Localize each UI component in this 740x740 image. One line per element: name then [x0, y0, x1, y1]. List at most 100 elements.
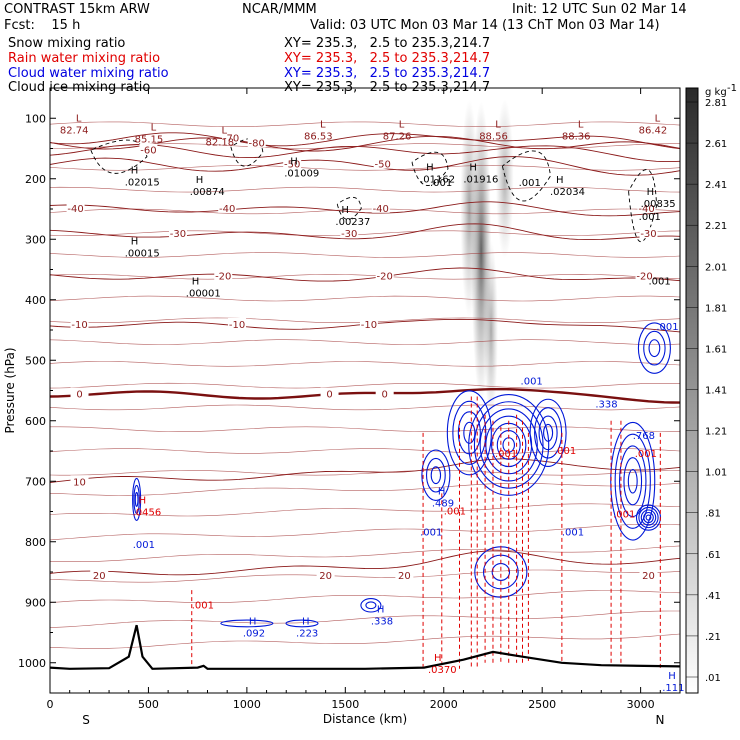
model-name: CONTRAST 15km ARW — [4, 2, 150, 17]
isotherm-minor — [50, 448, 680, 454]
cloud-water-contour — [648, 339, 661, 358]
x-tick-label: 1000 — [233, 698, 261, 711]
high-marker: H — [131, 237, 139, 248]
isotherm-label: -70 — [223, 134, 239, 145]
colorbar-units-exponent: -1 — [727, 83, 737, 94]
snow-contour — [230, 138, 264, 167]
isotherm-label-bg — [371, 201, 390, 213]
isotherm-label-bg — [395, 569, 414, 581]
isotherm-10 — [50, 458, 680, 483]
colorbar-level-label: 2.81 — [705, 98, 727, 109]
isotherm-label: -30 — [640, 229, 656, 240]
rain-label: .001 — [554, 446, 576, 457]
isotherm-20 — [50, 550, 680, 576]
y-tick-label: 300 — [25, 233, 46, 246]
cloud-water-label: .338 — [595, 399, 617, 410]
isotherm-minor — [50, 273, 680, 280]
cloud-water-contour — [610, 421, 656, 541]
x-tick-label: 2500 — [528, 698, 556, 711]
cloud-water-contour — [452, 400, 487, 465]
isotherm-minor — [50, 610, 680, 628]
isotherm-label-bg — [66, 201, 85, 213]
isotherm-label-bg — [222, 131, 241, 143]
isotherm-label: 10 — [73, 477, 86, 488]
snow-label: .001 — [430, 178, 452, 189]
isotherm-label: -30 — [341, 229, 357, 240]
y-tick-label: 400 — [25, 294, 46, 307]
snow-label: .001 — [639, 212, 661, 223]
low-marker: L — [578, 119, 584, 130]
rain-label: .001 — [444, 507, 466, 518]
isotherm-label: -10 — [229, 320, 245, 331]
cloud-ice-plume — [460, 99, 479, 319]
high-marker: H — [434, 653, 442, 664]
cloud-water-contour — [473, 401, 544, 489]
high-marker: H — [192, 276, 200, 287]
snow-label: .001 — [649, 277, 671, 288]
low-marker: L — [320, 119, 326, 130]
isotherm-minor — [50, 590, 680, 603]
high-value: .111 — [662, 683, 684, 694]
cloud-water-contour — [365, 601, 377, 610]
cloud-water-contour — [638, 506, 659, 529]
cloud-water-contour — [132, 477, 142, 521]
colorbar-level-label: 2.61 — [705, 139, 727, 150]
high-value: .01009 — [284, 169, 319, 180]
isotherm-minor — [50, 230, 680, 236]
isotherm-minor — [50, 186, 680, 193]
high-value: .02015 — [125, 178, 160, 189]
low-value: 88.56 — [479, 131, 508, 142]
high-marker: H — [426, 163, 434, 174]
y-tick-label: 1000 — [18, 657, 46, 670]
cloud-water-contour — [529, 398, 567, 467]
center-name: NCAR/MMM — [242, 2, 317, 17]
isotherm-minor — [50, 404, 680, 411]
isotherm-label-bg — [637, 201, 656, 213]
isotherm-label: 20 — [319, 571, 332, 582]
cloud-water-contour — [479, 408, 538, 482]
high-value: .00835 — [641, 199, 676, 210]
y-tick-label: 800 — [25, 536, 46, 549]
contour-labels: -80 -70 -60 -50 -50 -40 -40 -40 -40 -30 -30 -30 -20 -… — [60, 113, 685, 694]
high-marker: H — [647, 187, 655, 198]
high-marker: H — [668, 671, 676, 682]
cloud-water-contour — [220, 619, 274, 628]
high-marker: H — [139, 495, 147, 506]
colorbar-level-label: .61 — [705, 550, 721, 561]
cloud-water-contour — [627, 468, 638, 494]
isotherm-label: -20 — [636, 272, 652, 283]
cloud-water-contour — [134, 491, 139, 507]
high-marker: H — [377, 604, 385, 615]
high-marker: H — [196, 175, 204, 186]
low-marker: L — [399, 119, 405, 130]
isotherm-minor — [50, 426, 680, 432]
isotherm-label-bg — [316, 569, 335, 581]
isotherm-label: -10 — [71, 320, 87, 331]
x-tick-label: 500 — [138, 698, 159, 711]
snow-label: .001 — [519, 178, 541, 189]
isotherm-label-bg — [90, 569, 109, 581]
cloud-water-contour — [457, 411, 481, 455]
legend-cloud-water-label: Cloud water mixing ratio — [8, 66, 169, 81]
isotherm-label: -50 — [284, 160, 300, 171]
isotherm-label: -40 — [638, 204, 654, 215]
high-marker: H — [302, 616, 310, 627]
isotherm-label-bg — [218, 201, 237, 213]
legend-snow-xy: XY= 235.3, 2.5 to 235.3,214.7 — [284, 36, 491, 51]
cloud-water-contours — [132, 322, 671, 628]
low-value: 87.26 — [383, 131, 412, 142]
cloud-water-contour — [618, 445, 647, 518]
snow-contour — [411, 151, 449, 186]
isotherm-minor — [50, 482, 680, 496]
colorbar-level-label: 1.61 — [705, 344, 727, 355]
isotherm-minor — [50, 361, 680, 367]
y-tick-label: 900 — [25, 596, 46, 609]
cloud-water-contour — [640, 509, 657, 526]
x-tick-label: 1500 — [331, 698, 359, 711]
isotherm-label-bg — [168, 227, 187, 239]
isotherm-label-bg — [320, 387, 339, 399]
isotherm-minor — [50, 524, 680, 541]
low-marker: L — [655, 113, 661, 124]
cloud-water-contour — [543, 423, 554, 442]
legend-rain-xy: XY= 235.3, 2.5 to 235.3,214.7 — [284, 51, 491, 66]
